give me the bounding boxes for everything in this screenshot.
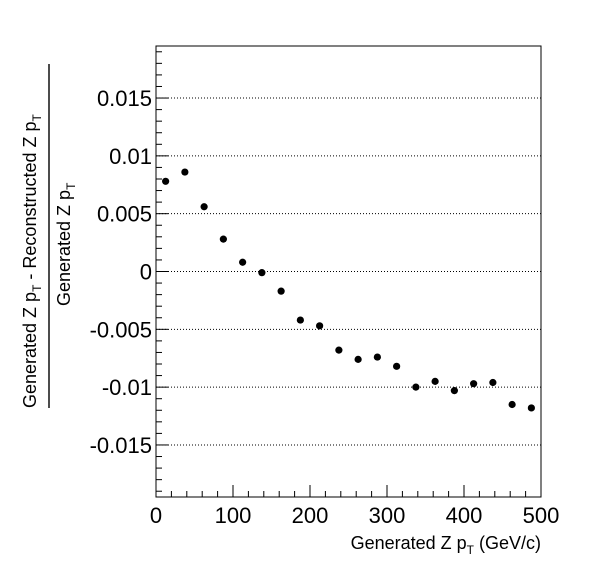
x-tick-label: 0 bbox=[150, 503, 162, 528]
y-axis-numerator-sub2: T bbox=[30, 114, 44, 122]
y-tick-label: -0.01 bbox=[102, 375, 152, 400]
x-tick-label: 500 bbox=[523, 503, 560, 528]
svg-text:Generated Z pT - Reconstructed: Generated Z pT - Reconstructed Z pT bbox=[20, 114, 44, 409]
y-tick-label: 0.005 bbox=[97, 202, 152, 227]
y-axis-numerator-part2: - Reconstructed Z p bbox=[20, 122, 40, 285]
data-point bbox=[508, 400, 516, 409]
y-tick-label: 0 bbox=[140, 260, 152, 285]
data-points bbox=[162, 168, 535, 412]
y-axis-numerator-sub1: T bbox=[30, 284, 44, 292]
data-point bbox=[162, 177, 170, 185]
data-point bbox=[412, 383, 420, 391]
data-point bbox=[239, 258, 247, 266]
data-point bbox=[373, 353, 381, 361]
x-tick-label: 100 bbox=[215, 503, 252, 528]
x-axis-title-main: Generated Z p bbox=[351, 533, 467, 553]
x-axis-ticks: 0 100 200 300 400 500 bbox=[150, 485, 559, 528]
data-point bbox=[335, 346, 343, 354]
y-axis-ticks: -0.015 -0.01 -0.005 0 0.005 0.01 0.015 bbox=[90, 51, 168, 492]
y-axis-numerator-part1: Generated Z p bbox=[20, 292, 40, 408]
x-tick-label: 400 bbox=[446, 503, 483, 528]
y-tick-label: 0.015 bbox=[97, 86, 152, 111]
x-tick-label: 200 bbox=[292, 503, 329, 528]
grid-lines bbox=[156, 97, 541, 446]
y-tick-label: -0.015 bbox=[90, 433, 152, 458]
data-point bbox=[527, 404, 535, 412]
y-tick-label: -0.005 bbox=[90, 317, 152, 342]
data-point bbox=[200, 203, 208, 211]
data-point bbox=[181, 168, 189, 176]
x-tick-label: 300 bbox=[369, 503, 406, 528]
x-axis-title-unit: (GeV/c) bbox=[474, 533, 541, 553]
data-point bbox=[258, 269, 266, 277]
svg-text:Generated Z pT: Generated Z pT bbox=[54, 182, 78, 306]
data-point bbox=[393, 362, 401, 370]
data-point bbox=[277, 287, 285, 295]
y-axis-title-denominator: Generated Z pT bbox=[54, 182, 78, 306]
data-point bbox=[489, 378, 497, 387]
data-point bbox=[316, 322, 324, 330]
data-point bbox=[296, 316, 304, 324]
data-point bbox=[431, 377, 439, 385]
y-tick-label: 0.01 bbox=[109, 144, 152, 169]
y-axis-title-numerator: Generated Z pT - Reconstructed Z pT bbox=[20, 114, 44, 409]
data-point bbox=[219, 235, 227, 243]
y-axis-denominator-sub1: T bbox=[64, 182, 78, 190]
x-axis-title-sub: T bbox=[467, 543, 475, 557]
data-point bbox=[470, 380, 478, 388]
data-point bbox=[354, 355, 362, 363]
x-axis-title: Generated Z pT (GeV/c) bbox=[351, 533, 541, 557]
y-axis-denominator-part1: Generated Z p bbox=[54, 190, 74, 306]
data-point bbox=[450, 387, 458, 395]
